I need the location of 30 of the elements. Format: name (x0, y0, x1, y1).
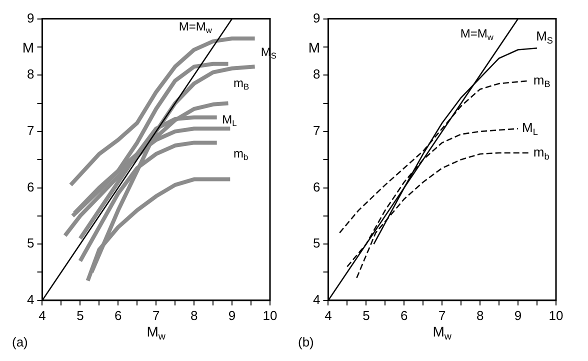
y-tick-label: 8 (26, 66, 34, 82)
x-tick-label: 4 (38, 308, 46, 323)
y-tick-label: 4 (26, 292, 34, 307)
y-tick-label: 9 (312, 10, 320, 26)
x-tick-label: 9 (228, 308, 236, 323)
y-tick-label: 5 (312, 236, 320, 251)
y-tick-label: 9 (26, 10, 34, 26)
y-tick-label: 8 (312, 66, 320, 82)
x-tick-label: 6 (400, 308, 408, 323)
x-tick-label: 9 (514, 308, 522, 323)
y-tick-label: 6 (26, 179, 34, 194)
y-tick-label: 5 (26, 236, 34, 251)
x-tick-label: 8 (476, 308, 484, 323)
x-tick-label: 7 (152, 308, 160, 323)
text: (a) (12, 334, 28, 350)
y-axis-title: M (22, 40, 34, 56)
x-tick-label: 7 (438, 308, 446, 323)
text: (b) (298, 334, 314, 350)
y-tick-label: 7 (312, 123, 320, 138)
x-tick-label: 4 (324, 308, 332, 323)
x-tick-label: 10 (548, 308, 564, 323)
y-tick-label: 7 (26, 123, 34, 138)
x-tick-label: 8 (190, 308, 198, 323)
y-axis-title: M (308, 40, 320, 56)
x-tick-label: 5 (76, 308, 84, 323)
x-tick-label: 10 (262, 308, 278, 323)
y-tick-label: 4 (312, 292, 320, 307)
y-tick-label: 6 (312, 179, 320, 194)
x-tick-label: 5 (362, 308, 370, 323)
x-tick-label: 6 (114, 308, 122, 323)
